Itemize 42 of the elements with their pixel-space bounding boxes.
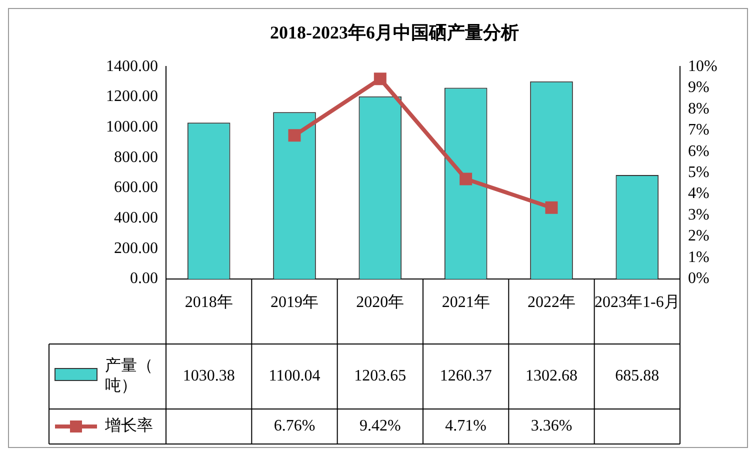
y2-tick-label: 8%: [688, 100, 710, 118]
x-tick-label: 2019年: [270, 294, 318, 311]
data-label: 1260.37: [440, 368, 492, 385]
y2-tick-label: 0%: [688, 270, 710, 288]
legend-label: 产量（吨）: [105, 356, 153, 395]
y-tick-label: 1000.00: [106, 118, 158, 136]
y-tick-label: 0.00: [130, 270, 158, 288]
point: [545, 201, 558, 214]
data-label: 1203.65: [354, 368, 406, 385]
chart-title: 2018-2023年6月中国硒产量分析: [270, 22, 519, 42]
point: [288, 129, 301, 142]
data-label: 1100.04: [268, 368, 320, 385]
y2-tick-label: 2%: [688, 228, 710, 245]
x-tick-label: 2018年: [184, 294, 233, 311]
data-label: 9.42%: [360, 418, 401, 435]
y2-tick-label: 7%: [688, 122, 710, 139]
data-label: 1302.68: [526, 368, 578, 385]
y-tick-label: 800.00: [114, 148, 158, 166]
x-tick-label: 2021年: [442, 294, 490, 311]
data-label: 1030.38: [182, 368, 235, 385]
y-tick-label: 400.00: [114, 210, 158, 227]
point: [460, 172, 472, 186]
y-tick-label: 200.00: [114, 240, 158, 257]
y-tick-label: 1400.00: [106, 58, 158, 75]
data-label: 6.76%: [274, 418, 316, 435]
x-tick-label: 2022年: [528, 294, 576, 311]
y-tick-label: 1200.00: [106, 88, 158, 106]
y2-tick-label: 5%: [688, 164, 710, 182]
y2-tick-label: 4%: [688, 185, 710, 202]
x-tick-label: 2020年: [356, 294, 404, 311]
point: [374, 72, 386, 86]
y-tick-label: 600.00: [114, 179, 158, 196]
y2-tick-label: 10%: [688, 58, 718, 75]
legend-label: 增长率: [104, 416, 153, 435]
data-label: 3.36%: [530, 418, 572, 435]
y2-tick-label: 1%: [688, 248, 710, 266]
y2-tick-label: 9%: [688, 79, 710, 96]
y2-tick-label: 3%: [688, 206, 710, 224]
data-label: 685.88: [615, 368, 660, 385]
data-label: 4.71%: [445, 418, 486, 435]
x-tick-label: 2023年1-6月: [594, 294, 680, 311]
y2-tick-label: 6%: [688, 142, 710, 160]
